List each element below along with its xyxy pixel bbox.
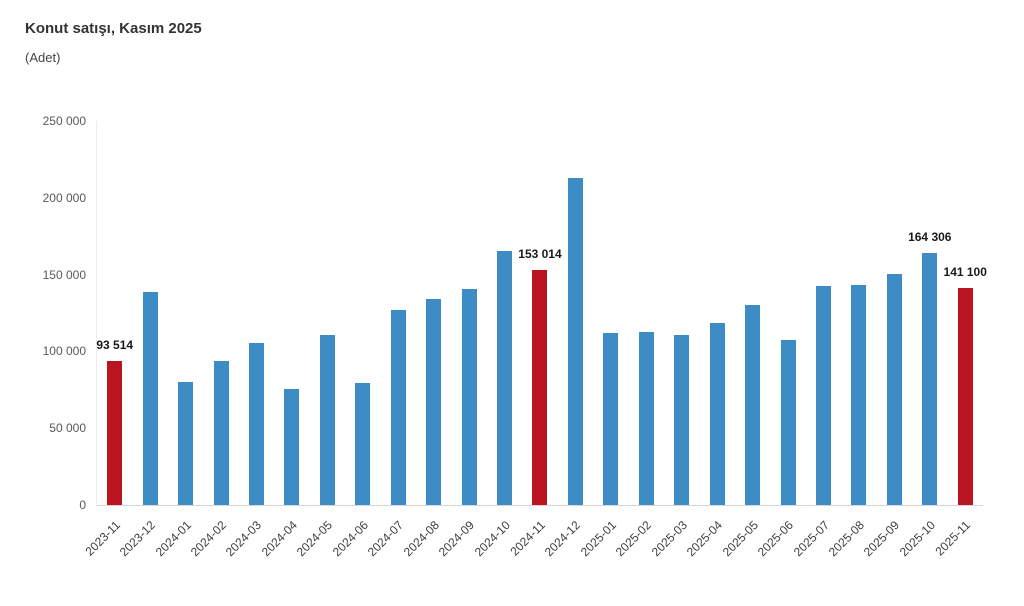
bar-2024-10 xyxy=(497,251,513,505)
chart-unit-label: (Adet) xyxy=(25,50,61,65)
bar-2024-07 xyxy=(390,309,406,505)
y-tick-label: 100 000 xyxy=(42,344,86,359)
page-title: Konut satışı, Kasım 2025 xyxy=(25,20,202,37)
bar-slot-2024-04 xyxy=(274,121,309,505)
bar-2025-07 xyxy=(815,285,831,505)
bar-slot-2025-01 xyxy=(593,121,628,505)
bar-slot-2024-09 xyxy=(451,121,486,505)
bar-2024-08 xyxy=(426,298,442,505)
bar-slot-2024-12 xyxy=(558,121,593,505)
bar-2024-02 xyxy=(213,360,229,505)
data-label-2025-10: 164 306 xyxy=(908,229,952,244)
data-label-2025-11: 141 100 xyxy=(943,265,987,280)
bar-slot-2024-11: 153 014 xyxy=(518,121,562,505)
bar-slot-2025-10: 164 306 xyxy=(908,121,951,505)
bar-slot-2025-08 xyxy=(841,121,876,505)
bar-2025-06 xyxy=(780,339,796,505)
bar-2024-06 xyxy=(355,383,371,505)
y-tick-label: 0 xyxy=(79,498,86,512)
bar-2024-04 xyxy=(284,389,300,505)
bar-slot-2023-12 xyxy=(132,121,167,505)
bar-2025-03 xyxy=(674,334,690,505)
bar-2025-04 xyxy=(709,323,725,505)
bar-2025-01 xyxy=(603,332,619,505)
bar-slot-2025-11: 141 100 xyxy=(944,121,987,505)
bar-2023-12 xyxy=(142,292,158,505)
data-label-2023-11: 93 514 xyxy=(96,338,134,353)
y-tick-label: 250 000 xyxy=(42,114,86,128)
bar-slot-2025-07 xyxy=(806,121,841,505)
bar-2025-09 xyxy=(886,273,902,505)
bar-slot-2024-02 xyxy=(203,121,238,505)
data-label-2024-11: 153 014 xyxy=(518,246,562,261)
bar-slot-2024-10 xyxy=(487,121,522,505)
y-tick-label: 200 000 xyxy=(42,190,86,205)
bar-slot-2025-02 xyxy=(629,121,664,505)
bar-2024-11 xyxy=(532,269,548,505)
bar-slot-2025-04 xyxy=(699,121,734,505)
bar-2025-08 xyxy=(851,284,867,505)
y-tick-label: 50 000 xyxy=(49,421,86,436)
bar-slot-2024-03 xyxy=(239,121,274,505)
bar-2025-02 xyxy=(638,331,654,505)
bar-2025-05 xyxy=(745,305,761,505)
bar-slot-2024-06 xyxy=(345,121,380,505)
bar-slot-2025-09 xyxy=(877,121,912,505)
bar-2023-11 xyxy=(107,361,123,505)
bar-slot-2025-05 xyxy=(735,121,770,505)
bar-slot-2024-01 xyxy=(168,121,203,505)
x-axis: 2023-11 2023-12 2024-01 2024-02 2024-03 2024-… xyxy=(82,506,982,596)
bar-2024-01 xyxy=(178,381,194,505)
plot-area: 93 514 153 014 164 306 141 100 xyxy=(96,121,987,506)
bar-slot-2023-11: 93 514 xyxy=(96,121,134,505)
bar-slot-2025-06 xyxy=(770,121,805,505)
bar-slot-2024-08 xyxy=(416,121,451,505)
bar-2024-03 xyxy=(248,342,264,505)
bar-slot-2025-03 xyxy=(664,121,699,505)
bar-2024-05 xyxy=(319,335,335,505)
bar-slot-2024-05 xyxy=(310,121,345,505)
y-axis: 0 50 000 100 000 150 000 200 000 250 000 xyxy=(0,114,86,512)
bar-2024-09 xyxy=(461,288,477,505)
y-tick-label: 150 000 xyxy=(42,267,86,282)
bar-2025-11 xyxy=(957,288,973,505)
bar-slot-2024-07 xyxy=(381,121,416,505)
bar-2025-10 xyxy=(922,252,938,505)
bar-2024-12 xyxy=(567,178,583,505)
